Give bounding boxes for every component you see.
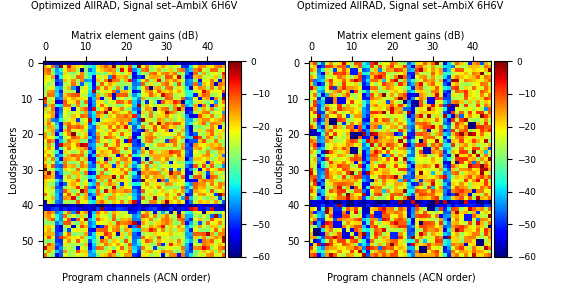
Y-axis label: Loudspeakers: Loudspeakers <box>9 126 18 193</box>
Text: Program channels (ACN order): Program channels (ACN order) <box>327 273 476 283</box>
Title: Optimized AllRAD, Signal set–AmbiX 6H6V: Optimized AllRAD, Signal set–AmbiX 6H6V <box>31 1 238 11</box>
Text: Program channels (ACN order): Program channels (ACN order) <box>61 273 210 283</box>
X-axis label: Matrix element gains (dB): Matrix element gains (dB) <box>336 31 464 41</box>
X-axis label: Matrix element gains (dB): Matrix element gains (dB) <box>71 31 198 41</box>
Title: Optimized AllRAD, Signal set–AmbiX 6H6V: Optimized AllRAD, Signal set–AmbiX 6H6V <box>297 1 503 11</box>
Y-axis label: Loudspeakers: Loudspeakers <box>275 126 284 193</box>
